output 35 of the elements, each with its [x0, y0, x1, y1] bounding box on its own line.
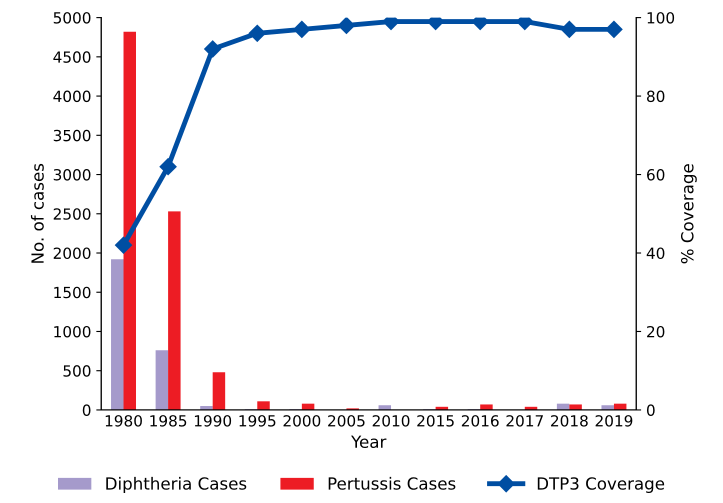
y-tick-label: 2500: [54, 208, 90, 220]
x-axis-title: Year: [351, 436, 386, 448]
x-tick-label: 2005: [328, 415, 365, 427]
x-tick-label: 2017: [506, 415, 543, 427]
legend-label: Diphtheria Cases: [106, 476, 246, 494]
legend-label: DTP3 Coverage: [538, 477, 664, 494]
y-tick-label: 1000: [54, 326, 90, 338]
x-tick-label: 1990: [194, 415, 232, 427]
y-tick-label: 4000: [53, 90, 90, 102]
y2-tick-label: 0: [646, 404, 655, 416]
y-tick-label: 4500: [53, 51, 90, 63]
x-tick-label: 2010: [372, 415, 410, 427]
x-tick-label: 2000: [284, 415, 320, 427]
legend-label: Pertussis Cases: [328, 476, 456, 490]
y-tick-label: 3000: [54, 169, 90, 181]
y-tick-label: 500: [64, 365, 90, 377]
y-tick-label: 1500: [54, 286, 90, 298]
x-tick-label: 2015: [417, 415, 454, 427]
y-tick-label: 5000: [54, 12, 90, 24]
y-axis-title: No. of cases: [30, 164, 44, 263]
y2-tick-label: 100: [648, 12, 674, 24]
x-tick-label: 2018: [551, 415, 588, 427]
y-tick-label: 0: [82, 404, 90, 416]
y2-tick-label: 80: [647, 90, 664, 102]
y2-axis-title: % Coverage: [680, 164, 697, 264]
y-tick-label: 2000: [54, 247, 90, 260]
x-tick-label: 1995: [240, 415, 276, 427]
x-tick-label: 1980: [106, 415, 142, 427]
y2-tick-label: 40: [646, 247, 664, 260]
x-tick-label: 1985: [150, 415, 186, 427]
x-tick-label: 2016: [462, 415, 499, 427]
y2-tick-label: 20: [647, 326, 664, 338]
y2-tick-label: 60: [647, 169, 664, 181]
x-tick-label: 2019: [596, 415, 632, 427]
y-tick-label: 3500: [54, 130, 90, 142]
